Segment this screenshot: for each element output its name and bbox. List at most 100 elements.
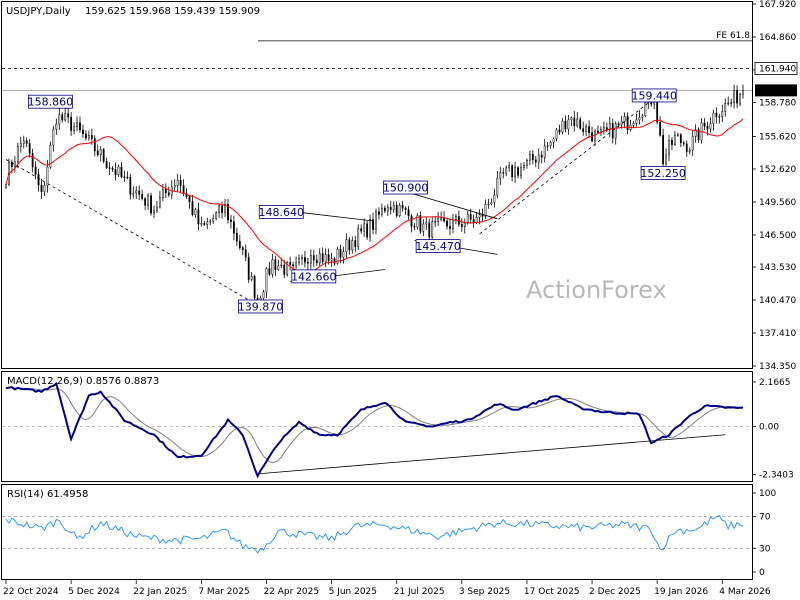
- candle-body: [537, 154, 540, 163]
- candle-body: [82, 129, 84, 135]
- candle-body: [428, 222, 431, 238]
- resistance-price-label: 161.940: [759, 64, 796, 74]
- candle-body: [511, 165, 514, 178]
- candle-body: [594, 130, 596, 142]
- candle: [614, 121, 617, 145]
- moving-average-line: [5, 118, 744, 273]
- candle: [608, 116, 611, 138]
- candle: [79, 116, 81, 133]
- price-tick-label: 140.470: [759, 296, 796, 306]
- callout-label: 139.870: [238, 300, 284, 313]
- macd-main-line: [5, 382, 744, 479]
- candle-body: [28, 143, 31, 154]
- candle: [268, 262, 271, 276]
- ohlc-header: 159.625 159.968 159.439 159.909: [85, 6, 260, 17]
- candle-body: [357, 228, 360, 247]
- candle: [579, 116, 582, 131]
- candle-body: [227, 204, 229, 221]
- rsi-tick-label: 70: [759, 513, 771, 523]
- candle-body: [11, 161, 13, 167]
- candle: [224, 198, 226, 217]
- candle-body: [567, 119, 570, 130]
- candle: [697, 127, 700, 143]
- candle: [206, 217, 209, 230]
- candle: [437, 211, 440, 227]
- candle-body: [404, 207, 407, 210]
- candle: [443, 211, 445, 223]
- candle-body: [70, 116, 73, 131]
- candle: [8, 158, 10, 187]
- candle-body: [712, 112, 715, 124]
- candle: [312, 249, 315, 268]
- candle: [233, 215, 235, 241]
- candle-body: [339, 248, 342, 258]
- candle: [709, 117, 712, 133]
- candle: [159, 190, 161, 209]
- candle: [727, 96, 730, 106]
- candle-body: [271, 259, 274, 275]
- candle-body: [327, 254, 330, 261]
- time-axis: 22 Oct 2024 5 Dec 2024 22 Jan 2025 7 Mar 20…: [3, 580, 771, 597]
- candle: [712, 109, 715, 131]
- candle-body: [419, 215, 422, 232]
- candle-body: [309, 255, 312, 264]
- candle: [730, 98, 733, 108]
- candle: [378, 207, 380, 220]
- candle-body: [671, 139, 673, 145]
- candle-body: [111, 168, 114, 170]
- candle: [724, 98, 727, 117]
- candle-body: [40, 184, 43, 193]
- price-tick-label: 152.620: [759, 165, 796, 175]
- candle-body: [363, 223, 366, 232]
- candle-body: [383, 207, 386, 212]
- candle-body: [718, 116, 721, 118]
- candle: [262, 289, 265, 300]
- candle-body: [499, 172, 502, 179]
- callout-box: [640, 166, 686, 180]
- candle: [508, 161, 511, 172]
- candle: [295, 256, 297, 270]
- candle: [354, 236, 357, 253]
- candle: [463, 218, 466, 234]
- time-tick-label: 22 Apr 2025: [263, 587, 319, 597]
- candle: [144, 197, 147, 211]
- macd-tick-label: 2.1665: [759, 378, 791, 388]
- candle: [34, 161, 37, 180]
- candle: [440, 211, 442, 222]
- candle: [561, 118, 564, 135]
- candle-body: [247, 256, 250, 280]
- candle: [395, 201, 398, 218]
- candle: [286, 260, 289, 277]
- candle: [499, 166, 502, 185]
- candle: [176, 173, 179, 192]
- macd-trendline: [257, 434, 726, 475]
- candle-body: [292, 264, 295, 267]
- candle: [570, 116, 573, 127]
- candle-body: [724, 103, 727, 112]
- callout-box: [631, 88, 677, 103]
- price-tick-label: 167.920: [759, 0, 796, 10]
- candle: [674, 130, 676, 146]
- candle: [138, 185, 141, 201]
- candle: [61, 112, 64, 123]
- candle-body: [102, 149, 105, 162]
- candle-body: [233, 221, 235, 234]
- callout-label: 148.640: [259, 206, 305, 219]
- candle: [76, 116, 78, 132]
- time-tick-label: 21 Jul 2025: [394, 587, 445, 597]
- candle: [623, 112, 626, 129]
- candle: [307, 257, 309, 270]
- candle-body: [289, 262, 292, 265]
- price-tick-label: 164.860: [759, 33, 796, 43]
- candle-body: [265, 268, 268, 293]
- candle: [380, 203, 383, 217]
- candle: [167, 186, 170, 197]
- candle: [679, 133, 682, 148]
- candle: [531, 150, 534, 165]
- candle-body: [161, 189, 164, 198]
- candle-body: [434, 221, 437, 223]
- candle-body: [295, 262, 297, 267]
- candle: [502, 167, 505, 179]
- candle-body: [523, 164, 525, 168]
